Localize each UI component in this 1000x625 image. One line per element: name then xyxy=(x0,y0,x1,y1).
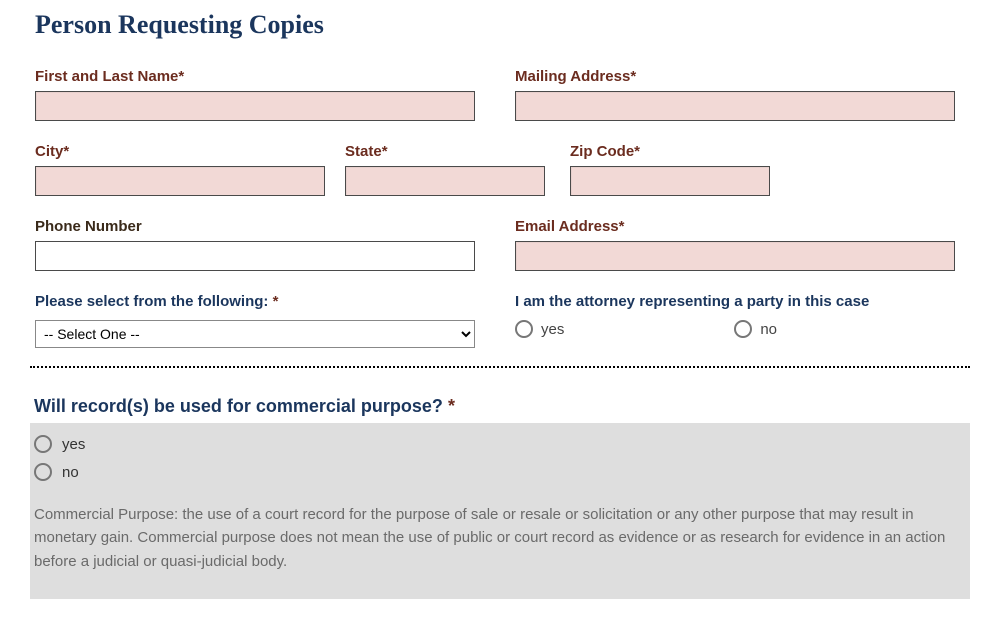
radio-icon xyxy=(34,435,52,453)
label-zip: Zip Code xyxy=(570,143,634,160)
label-select-following: Please select from the following: xyxy=(35,293,268,310)
field-attorney: I am the attorney representing a party i… xyxy=(515,293,955,348)
radio-label-yes: yes xyxy=(62,436,85,453)
field-phone: Phone Number xyxy=(35,218,475,271)
input-email[interactable] xyxy=(515,241,955,271)
commercial-panel: Will record(s) be used for commercial pu… xyxy=(30,388,970,599)
input-city[interactable] xyxy=(35,166,325,196)
commercial-question-strip: Will record(s) be used for commercial pu… xyxy=(30,388,970,423)
field-mailing: Mailing Address* xyxy=(515,68,955,121)
commercial-question: Will record(s) be used for commercial pu… xyxy=(34,396,443,416)
input-mailing[interactable] xyxy=(515,91,955,121)
radio-icon xyxy=(734,320,752,338)
label-email: Email Address xyxy=(515,218,619,235)
field-zip: Zip Code* xyxy=(570,143,770,196)
commercial-options: yes no xyxy=(30,423,970,495)
field-state: State* xyxy=(345,143,545,196)
input-zip[interactable] xyxy=(570,166,770,196)
commercial-explanation: Commercial Purpose: the use of a court r… xyxy=(30,495,970,599)
label-city: City xyxy=(35,143,63,160)
field-select-following: Please select from the following: * -- S… xyxy=(35,293,475,348)
radio-label-no: no xyxy=(62,464,79,481)
asterisk-icon: * xyxy=(630,68,636,85)
radio-commercial-no[interactable]: no xyxy=(34,463,966,481)
radio-icon xyxy=(515,320,533,338)
asterisk-icon: * xyxy=(619,218,625,235)
input-phone[interactable] xyxy=(35,241,475,271)
label-phone: Phone Number xyxy=(35,218,142,235)
label-state: State xyxy=(345,143,382,160)
asterisk-icon: * xyxy=(63,143,69,160)
asterisk-icon: * xyxy=(448,396,455,416)
label-attorney: I am the attorney representing a party i… xyxy=(515,293,955,310)
input-state[interactable] xyxy=(345,166,545,196)
asterisk-icon: * xyxy=(273,293,279,310)
radio-attorney-yes[interactable]: yes xyxy=(515,320,564,338)
field-city: City* xyxy=(35,143,325,196)
radio-attorney-no[interactable]: no xyxy=(734,320,777,338)
radio-icon xyxy=(34,463,52,481)
asterisk-icon: * xyxy=(634,143,640,160)
input-name[interactable] xyxy=(35,91,475,121)
radio-label-yes: yes xyxy=(541,321,564,338)
radio-label-no: no xyxy=(760,321,777,338)
select-following[interactable]: -- Select One -- xyxy=(35,320,475,348)
label-mailing: Mailing Address xyxy=(515,68,630,85)
field-name: First and Last Name* xyxy=(35,68,475,121)
radio-commercial-yes[interactable]: yes xyxy=(34,435,966,453)
asterisk-icon: * xyxy=(382,143,388,160)
field-email: Email Address* xyxy=(515,218,955,271)
asterisk-icon: * xyxy=(178,68,184,85)
section-title: Person Requesting Copies xyxy=(35,10,965,40)
label-name: First and Last Name xyxy=(35,68,178,85)
section-divider xyxy=(30,366,970,368)
form-grid: First and Last Name* Mailing Address* Ci… xyxy=(35,68,965,348)
